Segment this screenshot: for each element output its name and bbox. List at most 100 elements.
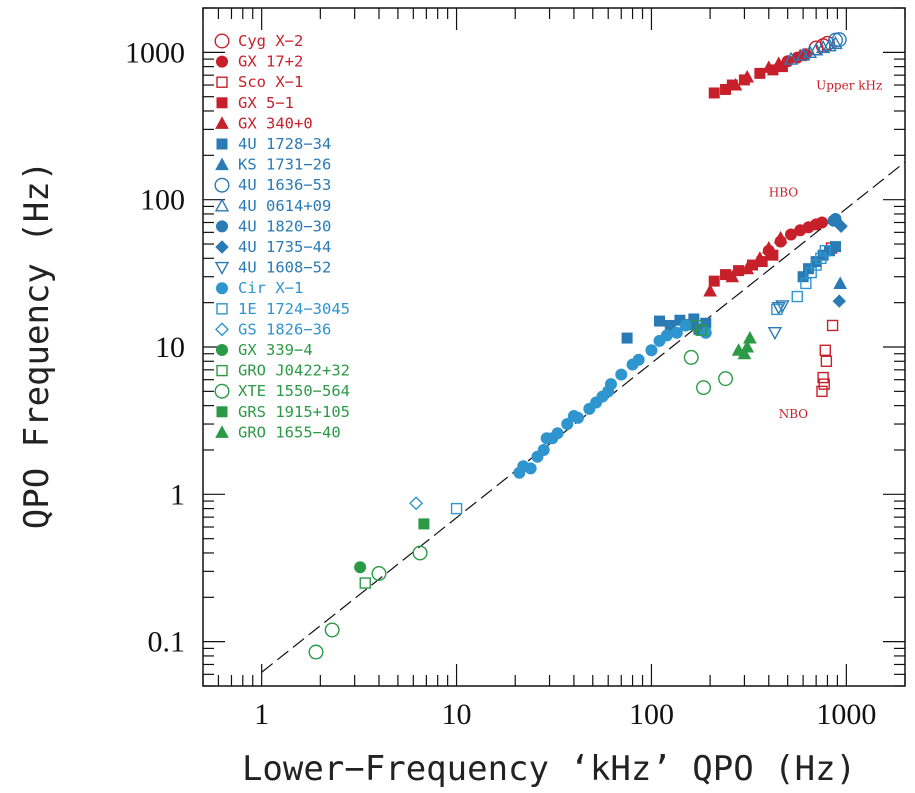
legend-label: 1E 1724−3045 (238, 300, 350, 318)
legend-entry: 4U 1636−53 (214, 176, 331, 194)
legend-entry: Cir X−1 (216, 279, 303, 297)
legend-entry: GRS 1915+105 (216, 403, 350, 421)
legend-label: GS 1826−36 (238, 320, 331, 338)
legend-marker (216, 406, 228, 418)
data-point (803, 263, 815, 275)
data-point (815, 216, 828, 229)
legend-entry: 4U 0614+09 (214, 197, 331, 215)
data-point (773, 230, 788, 244)
data-point (324, 622, 340, 638)
legend-marker (216, 220, 228, 233)
data-point (740, 69, 755, 83)
legend-label: GX 5−1 (238, 94, 294, 112)
data-point (800, 277, 812, 290)
data-point (832, 294, 846, 308)
legend-marker (214, 177, 230, 193)
legend-entry: 1E 1724−3045 (216, 300, 350, 318)
data-points (308, 32, 848, 660)
ticks (202, 7, 906, 687)
data-point (819, 344, 832, 356)
legend-marker (215, 240, 229, 254)
data-point (728, 77, 743, 91)
y-tick-label: 1 (170, 478, 185, 511)
y-tick-label: 100 (140, 184, 185, 217)
legend-marker (216, 344, 228, 356)
data-point (670, 326, 683, 339)
data-point (833, 276, 848, 289)
legend-label: 4U 1608−52 (238, 259, 331, 277)
data-point (819, 245, 832, 257)
series (621, 241, 842, 344)
legend-marker (214, 261, 230, 276)
data-point (409, 496, 424, 511)
legend-label: 4U 1820−30 (238, 217, 331, 235)
y-tick-label: 0.1 (148, 626, 186, 659)
data-point (820, 355, 833, 367)
series (731, 331, 757, 360)
data-point (354, 561, 367, 574)
legend-marker (214, 198, 230, 212)
data-point (412, 545, 428, 561)
series (354, 561, 367, 574)
series (703, 48, 808, 297)
data-point (791, 290, 803, 303)
legend-label: GRO 1655−40 (238, 423, 341, 441)
data-point (834, 219, 848, 233)
data-point (683, 349, 699, 365)
data-point (660, 329, 673, 342)
legend-marker (215, 322, 229, 337)
y-tick-label: 1000 (125, 36, 185, 69)
y-axis-label: QPO Frequency (Hz) (17, 161, 57, 529)
data-point (775, 300, 790, 314)
legend: Cyg X−2 GX 17+2 Sco X−1 GX 5−1 GX 340+0 4U 17… (214, 32, 350, 441)
annotations: Upper kHz HBO NBO (769, 78, 883, 420)
legend-entry: GX 17+2 (216, 53, 303, 71)
series (418, 518, 430, 530)
legend-marker (214, 33, 230, 49)
legend-marker (216, 76, 228, 88)
legend-label: GX 339−4 (238, 341, 313, 359)
legend-label: KS 1731−26 (238, 156, 331, 174)
legend-entry: Sco X−1 (216, 73, 303, 91)
x-axis-label: Lower−Frequency ‘kHz’ QPO (Hz) (242, 749, 856, 789)
data-point (632, 353, 645, 366)
data-point (621, 332, 633, 344)
data-point (828, 35, 843, 50)
series (513, 319, 712, 479)
data-point (615, 368, 628, 381)
series (833, 276, 848, 289)
data-point (771, 56, 786, 70)
series (409, 496, 424, 511)
legend-label: 4U 0614+09 (238, 197, 331, 215)
x-tick-label: 10 (442, 698, 472, 731)
legend-marker (215, 425, 229, 438)
data-point (604, 378, 617, 391)
data-point (783, 51, 799, 65)
legend-label: XTE 1550−564 (238, 382, 350, 400)
legend-entry: 4U 1608−52 (214, 259, 331, 277)
x-tick-label: 100 (629, 698, 674, 731)
data-point (753, 251, 767, 264)
legend-entry: Cyg X−2 (214, 32, 303, 50)
legend-label: GRS 1915+105 (238, 403, 350, 421)
legend-marker (215, 116, 229, 129)
legend-label: GX 17+2 (238, 53, 303, 71)
legend-entry: GX 5−1 (216, 94, 294, 112)
data-point (818, 378, 830, 390)
legend-marker (216, 138, 228, 150)
legend-label: Sco X−1 (238, 73, 303, 91)
series (827, 212, 842, 227)
data-point (708, 275, 720, 287)
data-point (359, 577, 371, 589)
data-point (551, 427, 564, 440)
data-point (703, 283, 717, 297)
data-point (761, 240, 776, 254)
series (359, 319, 707, 589)
series (832, 219, 848, 308)
annotation: HBO (769, 186, 799, 200)
legend-label: GX 340+0 (238, 114, 313, 132)
data-point (561, 418, 574, 431)
legend-entry: XTE 1550−564 (214, 382, 350, 400)
x-tick-label: 1000 (816, 698, 876, 731)
